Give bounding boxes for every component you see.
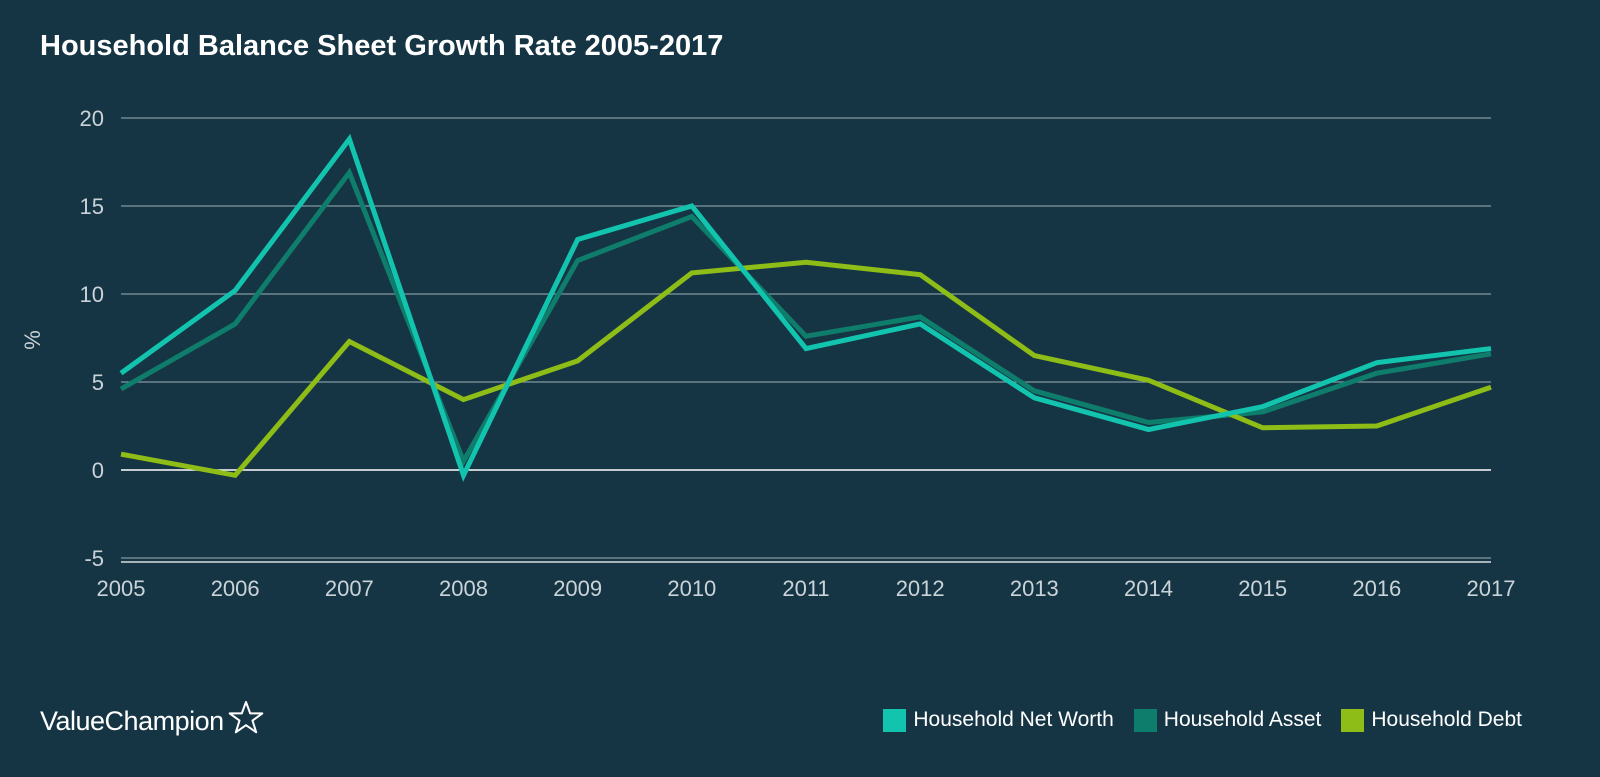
legend-label: Household Net Worth <box>913 708 1114 731</box>
legend-swatch <box>883 708 907 732</box>
brand-name: ValueChampion <box>40 706 224 736</box>
y-tick-label: 10 <box>80 282 104 307</box>
x-tick-label: 2014 <box>1124 576 1173 601</box>
x-tick-label: 2016 <box>1352 576 1401 601</box>
x-tick-label: 2006 <box>211 576 260 601</box>
x-tick-label: 2011 <box>782 576 829 601</box>
series-line-household-debt <box>120 259 1492 479</box>
series-line-household-net-worth <box>119 133 1492 482</box>
y-tick-label: -5 <box>84 546 104 571</box>
legend-swatch <box>1341 708 1365 732</box>
legend-item: Household Asset <box>1133 708 1322 732</box>
y-tick-label: 20 <box>80 106 104 131</box>
legend-swatch <box>1133 708 1157 732</box>
legend-item: Household Debt <box>1341 708 1522 732</box>
series-line-household-asset <box>119 167 1492 467</box>
brand-logo: ValueChampion <box>40 700 264 743</box>
chart-legend: Household Net Worth Household Asset Househ… <box>863 708 1522 732</box>
x-tick-label: 2010 <box>667 576 716 601</box>
star-outline-icon <box>228 700 264 743</box>
chart-title: Household Balance Sheet Growth Rate 2005… <box>40 30 724 62</box>
x-tick-label: 2015 <box>1238 576 1287 601</box>
x-tick-label: 2017 <box>1467 576 1516 601</box>
legend-item: Household Net Worth <box>883 708 1114 732</box>
x-tick-label: 2012 <box>896 576 945 601</box>
x-tick-label: 2007 <box>325 576 374 601</box>
y-tick-label: 15 <box>80 194 104 219</box>
x-tick-label: 2009 <box>553 576 602 601</box>
x-tick-labels: 2005 2006 2007 2008 2009 2010 2011 2012 2013 2014… <box>97 576 1516 601</box>
y-tick-label: 0 <box>92 458 104 483</box>
series-layer <box>119 133 1492 482</box>
x-tick-label: 2013 <box>1010 576 1059 601</box>
y-axis-label: % <box>20 330 45 350</box>
legend-label: Household Asset <box>1163 708 1322 731</box>
y-tick-label: 5 <box>92 370 104 395</box>
x-tick-label: 2005 <box>97 576 146 601</box>
grid-layer <box>121 117 1491 563</box>
y-tick-labels: 20 15 10 5 0 -5 <box>80 106 104 571</box>
legend-label: Household Debt <box>1371 708 1522 731</box>
x-tick-label: 2008 <box>439 576 488 601</box>
